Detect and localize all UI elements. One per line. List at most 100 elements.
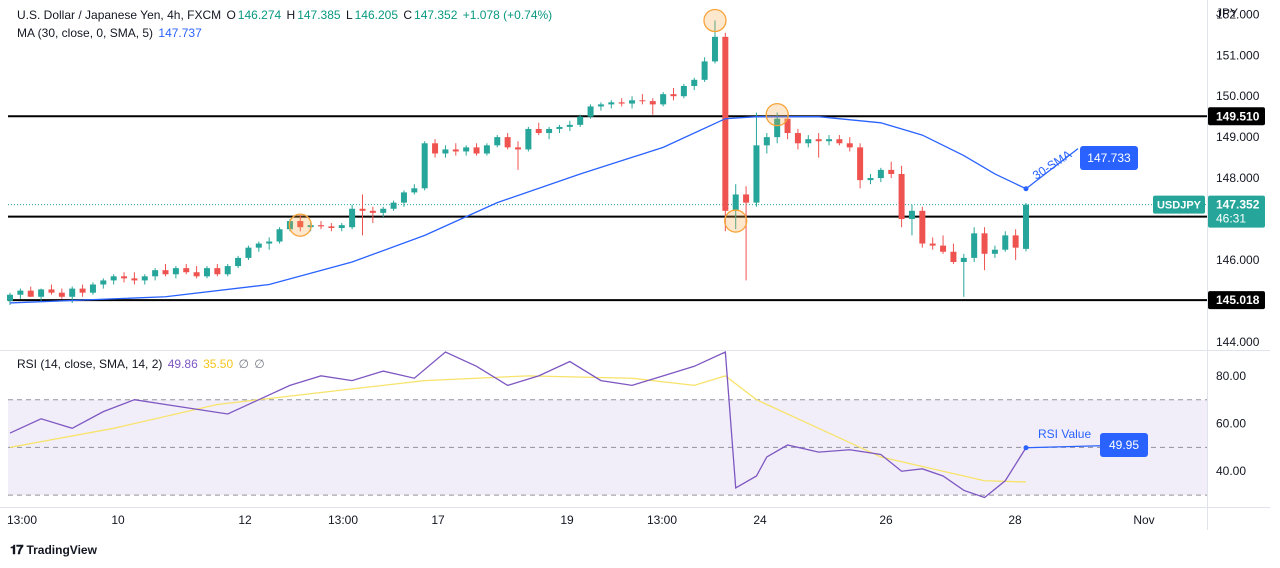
- high-value: 147.385: [297, 8, 341, 22]
- time-tick-label: 17: [431, 513, 445, 527]
- candle-body: [17, 290, 24, 295]
- change-value: +1.078 (+0.74%): [462, 8, 553, 22]
- candle-body: [452, 149, 459, 152]
- level-price-badge-text: 145.018: [1216, 293, 1260, 307]
- candle-body: [701, 61, 708, 80]
- candle: [805, 135, 812, 148]
- candle: [701, 57, 708, 82]
- ma-value: 147.737: [158, 26, 202, 40]
- candle: [359, 194, 366, 236]
- candle: [235, 255, 242, 269]
- highlight-marker: [288, 213, 312, 237]
- price-tick-label: 146.000: [1216, 253, 1260, 267]
- candle-body: [888, 169, 895, 174]
- candle: [203, 266, 210, 279]
- candle-body: [525, 128, 532, 150]
- candle-body: [131, 278, 138, 281]
- candle-body: [141, 276, 148, 281]
- candle: [318, 221, 325, 230]
- candle-body: [79, 288, 86, 293]
- rsi-sma-line: [9, 375, 1027, 483]
- price-tick-label: 152.000: [1216, 7, 1260, 21]
- rsi-sma-value: 35.50: [203, 357, 234, 371]
- candle: [297, 214, 304, 232]
- price-tick-label: 144.000: [1216, 335, 1260, 349]
- candle-body: [960, 257, 967, 262]
- candle-body: [639, 100, 646, 102]
- candle-body: [805, 139, 812, 144]
- close-value: 147.352: [414, 8, 458, 22]
- candle: [908, 204, 915, 236]
- candle-body: [660, 94, 667, 105]
- candle: [1012, 229, 1019, 260]
- candle-body: [110, 276, 117, 281]
- rsi-extra-2: ∅: [254, 357, 265, 371]
- candle: [110, 274, 117, 285]
- candle: [546, 126, 553, 140]
- current-price-badge: [1208, 195, 1265, 228]
- candle-body: [380, 208, 387, 213]
- candle: [670, 88, 677, 101]
- candle: [483, 143, 490, 156]
- highlight-marker: [724, 209, 748, 233]
- candle: [898, 165, 905, 228]
- rsi-label: RSI (14, close, SMA, 14, 2): [17, 357, 163, 371]
- candle-body: [390, 202, 397, 209]
- candle-body: [794, 133, 801, 144]
- candle-body: [629, 100, 636, 104]
- candle: [774, 112, 781, 144]
- price-legend: U.S. Dollar / Japanese Yen, 4h, FXCM O 14…: [17, 8, 554, 22]
- candle: [266, 237, 273, 250]
- candle-body: [38, 289, 45, 297]
- candle: [224, 264, 231, 277]
- candle-body: [991, 249, 998, 254]
- candle-body: [494, 137, 501, 146]
- candle-body: [877, 169, 884, 179]
- candle-body: [597, 104, 604, 107]
- rsi-tick-label: 80.00: [1216, 369, 1246, 383]
- price-tick-label: 148.000: [1216, 171, 1260, 185]
- candles: [7, 20, 1029, 305]
- candle-body: [732, 194, 739, 211]
- candle-body: [100, 280, 107, 285]
- current-price-text: 147.352: [1216, 198, 1260, 212]
- ma-label: MA (30, close, 0, SMA, 5): [17, 26, 154, 40]
- sma-30-line: [9, 116, 1027, 304]
- candle: [27, 286, 34, 297]
- tradingview-logo-icon: 𝟏𝟕: [10, 542, 24, 557]
- candle: [349, 204, 356, 230]
- candle-body: [1012, 235, 1019, 248]
- candle: [597, 102, 604, 111]
- candle: [100, 278, 107, 289]
- candle-body: [411, 188, 418, 193]
- candle: [172, 266, 179, 279]
- candle-body: [826, 139, 833, 142]
- candle-body: [235, 257, 242, 267]
- candle: [380, 206, 387, 217]
- tradingview-brand[interactable]: 𝟏𝟕 TradingView: [10, 542, 97, 558]
- candle: [794, 128, 801, 150]
- brand-text: TradingView: [26, 543, 97, 557]
- candle-body: [680, 85, 687, 97]
- candle: [1023, 203, 1029, 252]
- candle: [960, 253, 967, 297]
- time-tick-label: 10: [111, 513, 125, 527]
- candle-body: [473, 147, 480, 154]
- candle: [846, 137, 853, 152]
- candle-body: [162, 270, 169, 275]
- level-price-badge: [1208, 291, 1265, 310]
- candle: [193, 266, 200, 279]
- candle: [732, 184, 739, 230]
- candle-body: [48, 289, 55, 293]
- candle-body: [618, 102, 625, 104]
- candle: [245, 245, 252, 260]
- candle-body: [566, 124, 573, 127]
- price-tick-label: 150.000: [1216, 89, 1260, 103]
- candle-body: [711, 36, 718, 62]
- candle-body: [836, 139, 843, 144]
- candle: [940, 235, 947, 254]
- candle-body: [203, 268, 210, 277]
- candle-body: [649, 101, 656, 105]
- candle: [421, 141, 428, 191]
